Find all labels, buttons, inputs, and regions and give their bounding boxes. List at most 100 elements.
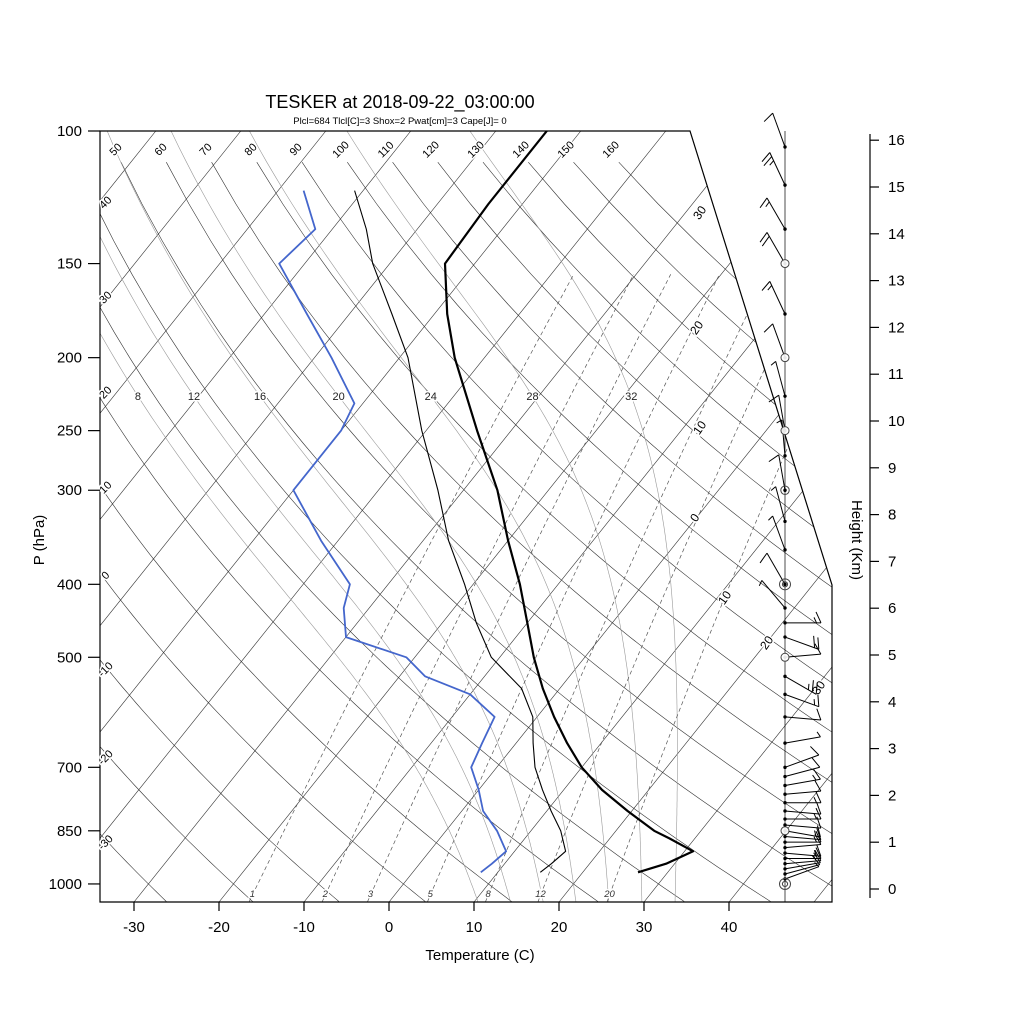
wind-barb bbox=[783, 816, 822, 829]
wind-barb bbox=[761, 152, 787, 187]
grid-line-label: 20 bbox=[332, 391, 344, 403]
height-tick-label: 8 bbox=[888, 507, 896, 524]
dry-adiabat-line bbox=[573, 161, 832, 902]
wind-barb bbox=[776, 419, 787, 458]
grid-line-label: -10 bbox=[96, 660, 116, 680]
mixing-ratio-line bbox=[537, 274, 809, 902]
height-tick-label: 10 bbox=[888, 413, 905, 430]
grid-line-label: 30 bbox=[690, 203, 709, 222]
temperature-axis-label: Temperature (C) bbox=[425, 947, 534, 964]
grid-line-label: 8 bbox=[486, 889, 492, 900]
grid-line-label: 150 bbox=[555, 139, 576, 160]
temperature-tick-label: 40 bbox=[721, 919, 738, 936]
mixing-ratio-line bbox=[606, 274, 832, 902]
wetbulb-curve bbox=[354, 190, 567, 873]
wind-barb bbox=[759, 552, 787, 587]
wind-barb bbox=[783, 807, 822, 821]
dry-adiabat-line bbox=[100, 162, 167, 902]
grid-line-label: 70 bbox=[198, 141, 215, 158]
temperature-tick-label: 10 bbox=[466, 919, 483, 936]
dry-adiabat-line bbox=[120, 162, 832, 902]
chart-title: TESKER at 2018-09-22_03:00:00 bbox=[265, 92, 534, 113]
isotherm-line bbox=[100, 131, 667, 902]
wind-barb bbox=[770, 486, 787, 524]
height-tick-label: 3 bbox=[888, 741, 896, 758]
pressure-tick-label: 150 bbox=[57, 256, 82, 273]
grid-line-label: 30 bbox=[809, 678, 828, 697]
height-tick-label: 0 bbox=[888, 881, 896, 898]
grid-line-label: 3 bbox=[368, 889, 374, 900]
temperature-tick-label: 0 bbox=[385, 919, 393, 936]
wind-barb bbox=[783, 692, 820, 708]
dry-adiabat-line bbox=[100, 162, 340, 902]
isotherm-line bbox=[100, 131, 497, 902]
level-marker-circle-dot bbox=[780, 485, 790, 495]
dewpoint-curve bbox=[278, 190, 507, 874]
grid-line-label: 8 bbox=[135, 391, 141, 403]
grid-line-label: 2 bbox=[322, 889, 329, 900]
grid-line-label: 24 bbox=[425, 391, 437, 403]
isotherm-line bbox=[473, 131, 832, 902]
mixing-ratio-line bbox=[427, 274, 720, 902]
height-axis-label: Height (Km) bbox=[848, 500, 865, 580]
height-tick-label: 11 bbox=[888, 366, 904, 383]
pressure-tick-label: 200 bbox=[57, 350, 82, 367]
height-tick-label: 6 bbox=[888, 600, 896, 617]
grid-line-label: 12 bbox=[188, 391, 200, 403]
pressure-tick-label: 100 bbox=[57, 123, 82, 140]
isotherm-line bbox=[133, 131, 752, 902]
wind-barb bbox=[783, 708, 822, 721]
isotherm-line bbox=[303, 131, 832, 902]
grid-line-label: 130 bbox=[465, 139, 486, 160]
wind-barb bbox=[783, 791, 822, 805]
wind-barb bbox=[759, 197, 787, 231]
dry-adiabat-line bbox=[100, 162, 771, 902]
moist-adiabat-line bbox=[170, 131, 577, 902]
grid-line-label: 20 bbox=[603, 889, 615, 900]
dry-adiabat-line bbox=[347, 162, 832, 902]
grid-line-label: -30 bbox=[96, 833, 116, 853]
dry-adiabat-line bbox=[100, 162, 253, 902]
level-marker-circle bbox=[780, 426, 790, 436]
isotherm-line bbox=[100, 131, 157, 902]
grid-line-label: 0 bbox=[99, 569, 112, 582]
height-tick-label: 5 bbox=[888, 647, 896, 664]
grid-line-label: 60 bbox=[153, 141, 170, 158]
moist-adiabat-line bbox=[469, 131, 678, 902]
level-marker-circle bbox=[780, 652, 790, 662]
pressure-tick-label: 400 bbox=[57, 576, 82, 593]
moist-adiabat-line bbox=[249, 131, 610, 902]
wind-barb bbox=[783, 802, 822, 815]
grid-line-label: 90 bbox=[288, 141, 305, 158]
grid-line-label: 10 bbox=[715, 588, 734, 607]
pressure-tick-label: 300 bbox=[57, 482, 82, 499]
sounding-profiles bbox=[278, 131, 695, 874]
height-tick-label: 4 bbox=[888, 694, 896, 711]
height-tick-label: 13 bbox=[888, 273, 905, 290]
wind-barb bbox=[783, 855, 821, 876]
wind-barb bbox=[783, 844, 822, 857]
skewt-background-grid bbox=[100, 131, 832, 902]
height-tick-label: 14 bbox=[888, 226, 905, 243]
height-tick-label: 16 bbox=[888, 132, 905, 149]
wind-barb bbox=[783, 731, 821, 745]
dry-adiabat-line bbox=[482, 162, 832, 902]
wind-barb bbox=[783, 746, 820, 770]
height-tick-label: 1 bbox=[888, 834, 896, 851]
dry-adiabat-line bbox=[166, 162, 832, 902]
dry-adiabat-line bbox=[437, 162, 832, 902]
wind-barb bbox=[768, 515, 787, 552]
temperature-tick-label: -20 bbox=[208, 919, 230, 936]
grid-line-label: 120 bbox=[420, 139, 441, 160]
height-tick-label: 12 bbox=[888, 319, 905, 336]
grid-line-label: 140 bbox=[510, 139, 531, 160]
wind-barb bbox=[783, 635, 820, 650]
wind-barb bbox=[783, 852, 821, 871]
grid-line-label: 110 bbox=[376, 139, 397, 160]
wind-barb bbox=[783, 769, 821, 788]
height-tick-label: 2 bbox=[888, 787, 896, 804]
dry-adiabat-line bbox=[301, 162, 832, 902]
grid-line-label: 10 bbox=[690, 418, 709, 437]
